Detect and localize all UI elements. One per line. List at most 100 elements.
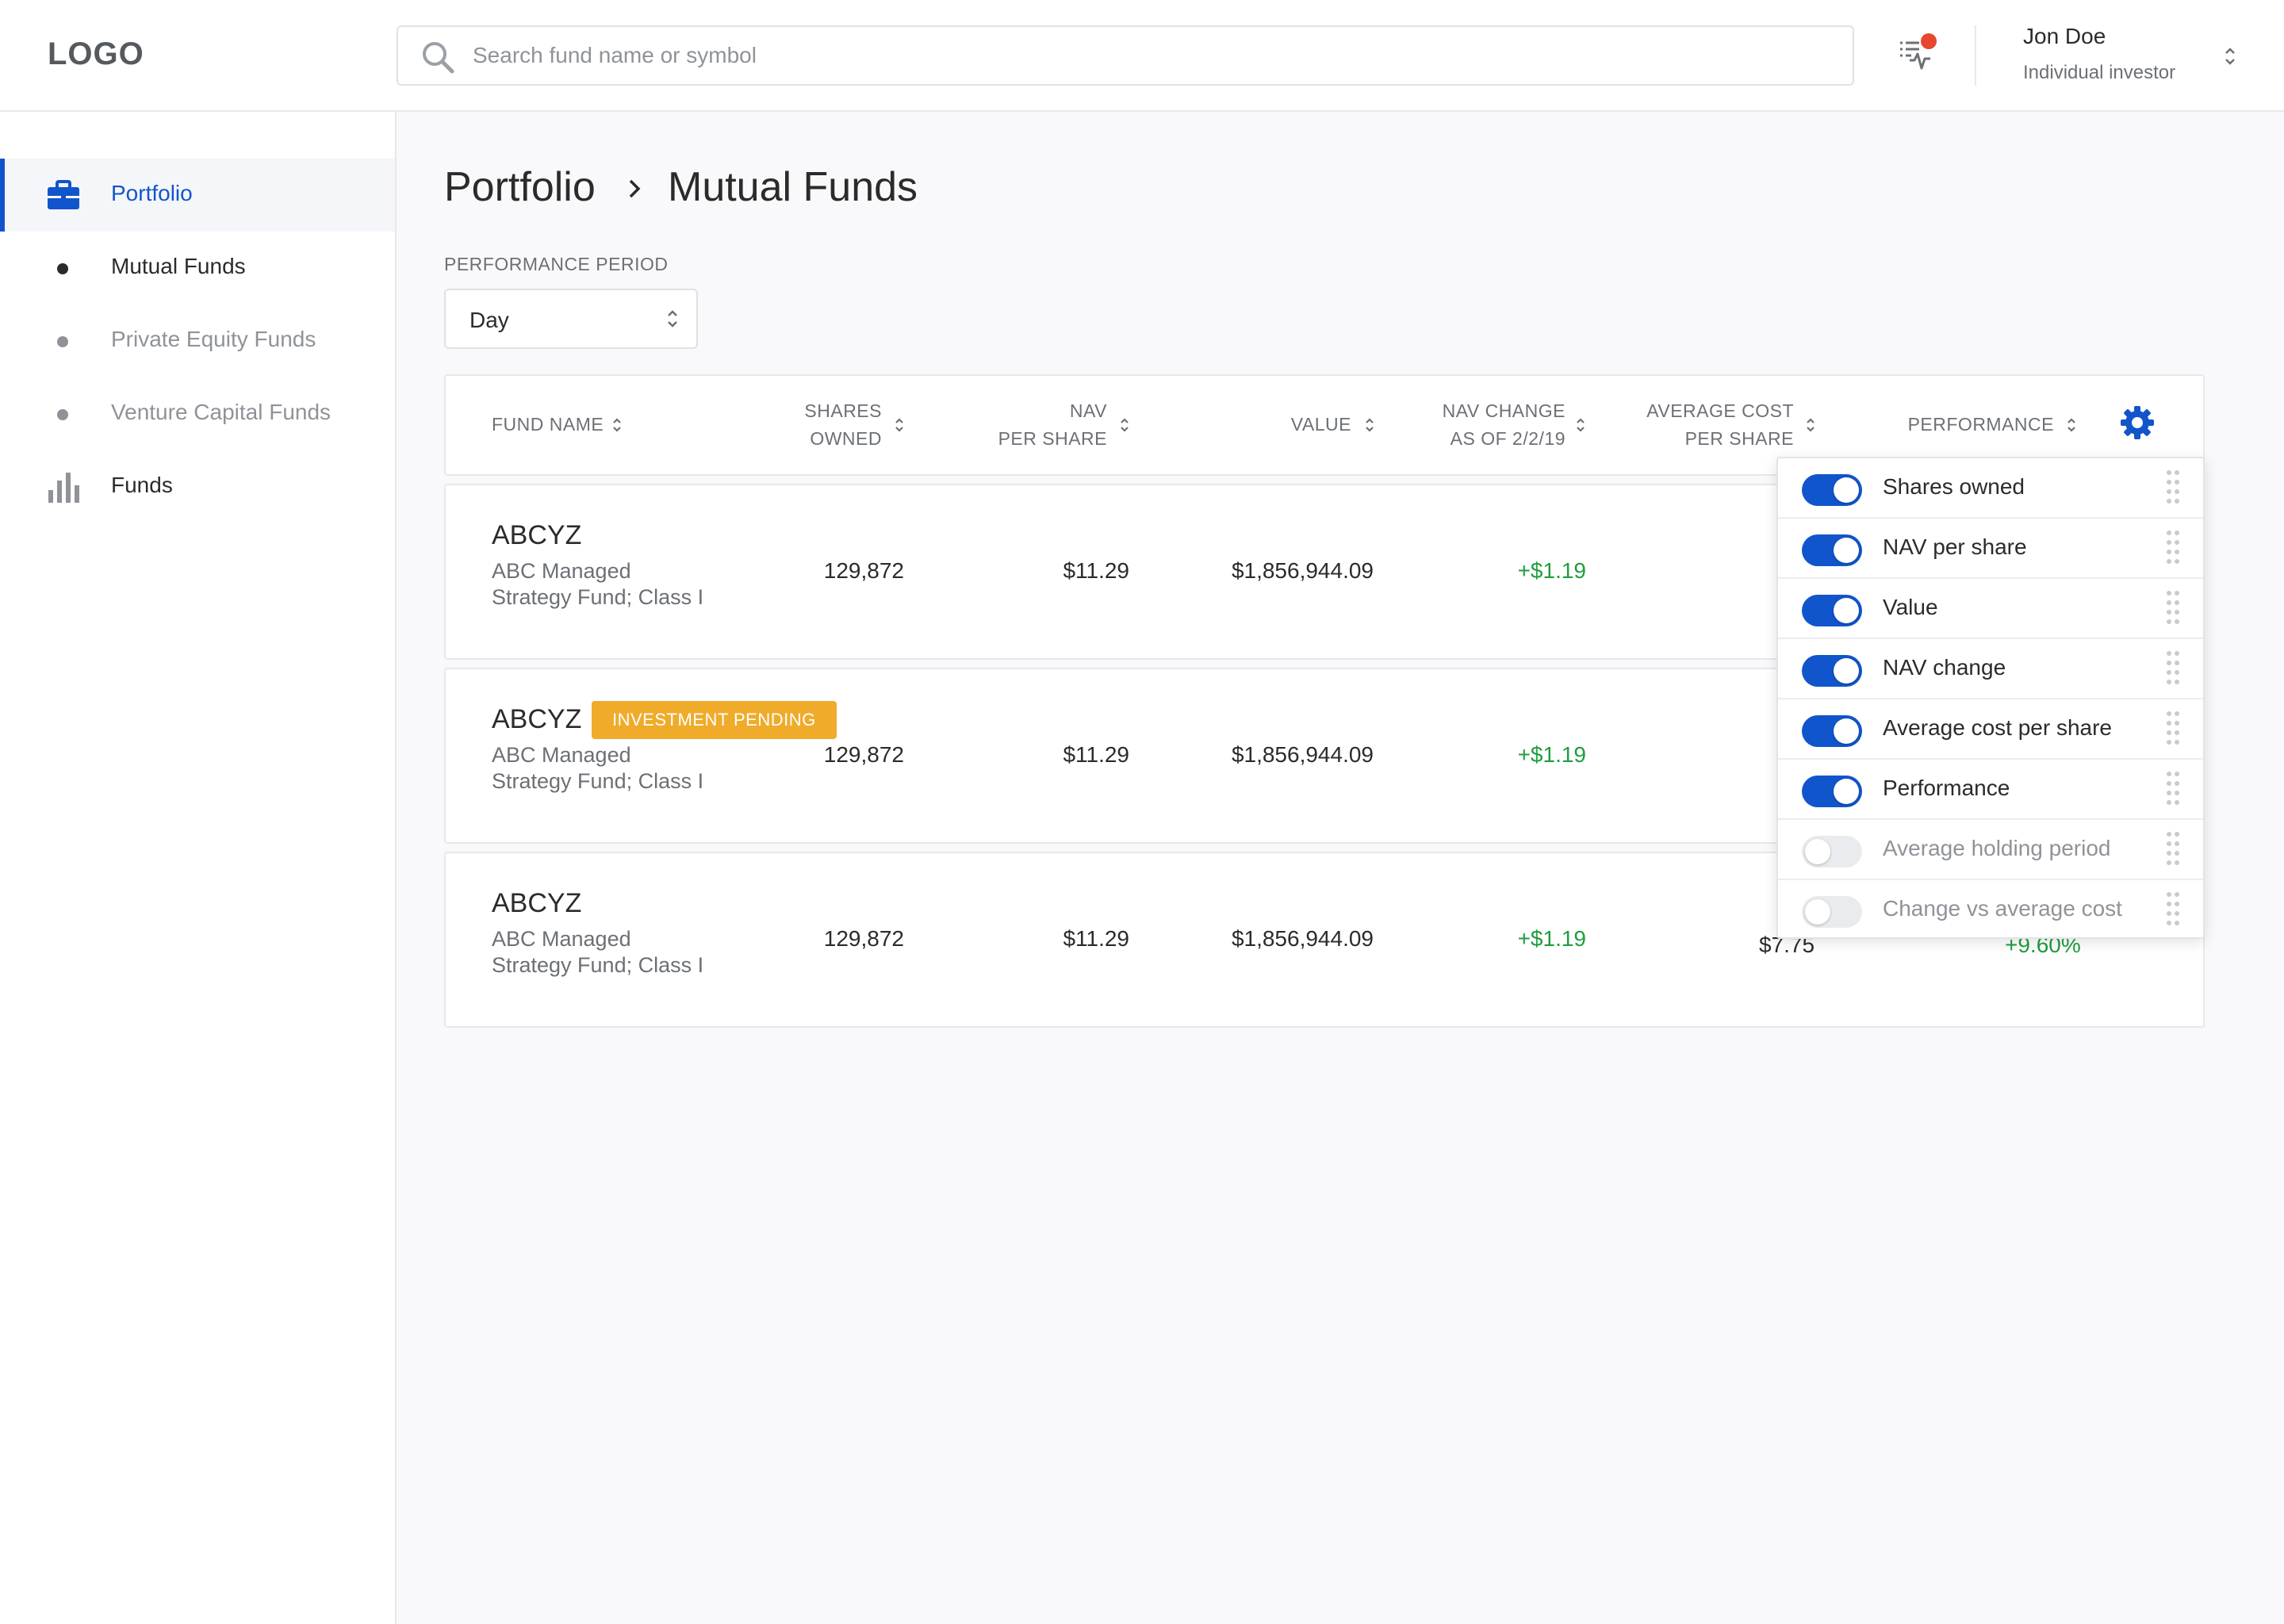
user-menu-chevron-icon[interactable]: [2221, 44, 2240, 68]
column-option-average-cost-per-share[interactable]: Average cost per share: [1778, 699, 2203, 760]
drag-handle-icon[interactable]: [2165, 649, 2181, 690]
column-option-average-holding-period[interactable]: Average holding period: [1778, 820, 2203, 880]
column-option-nav-per-share[interactable]: NAV per share: [1778, 519, 2203, 579]
column-header-nav-line1[interactable]: NAV: [1069, 400, 1107, 421]
column-option-label: Performance: [1883, 776, 2010, 800]
fund-description-line1: ABC Managed: [492, 743, 631, 767]
briefcase-icon: [48, 180, 79, 209]
column-header-value[interactable]: VALUE: [1290, 414, 1351, 435]
nav-change-value: +$1.19: [1517, 742, 1586, 767]
column-option-label: NAV change: [1883, 655, 2006, 680]
status-badge: INVESTMENT PENDING: [592, 701, 837, 739]
sidebar-item-label: Venture Capital Funds: [111, 400, 331, 424]
notification-badge: [1921, 33, 1937, 49]
toggle-switch[interactable]: [1802, 776, 1862, 807]
column-option-value[interactable]: Value: [1778, 579, 2203, 639]
bullet-icon: [57, 336, 68, 347]
sidebar-item-portfolio[interactable]: Portfolio: [0, 159, 395, 232]
sort-icon[interactable]: [1575, 415, 1586, 435]
nav-per-share-value: $11.29: [1063, 558, 1129, 583]
performance-period-select[interactable]: Day: [444, 289, 698, 349]
user-name[interactable]: Jon Doe: [2023, 24, 2106, 48]
drag-handle-icon[interactable]: [2165, 890, 2181, 931]
sidebar-item-private-equity-funds[interactable]: Private Equity Funds: [0, 304, 395, 377]
drag-handle-icon[interactable]: [2165, 468, 2181, 509]
column-option-label: Shares owned: [1883, 474, 2025, 499]
nav-per-share-value: $11.29: [1063, 926, 1129, 951]
sidebar-item-mutual-funds[interactable]: Mutual Funds: [0, 232, 395, 304]
column-option-label: Average cost per share: [1883, 715, 2112, 740]
fund-description-line2: Strategy Fund; Class I: [492, 585, 704, 609]
sidebar-item-venture-capital-funds[interactable]: Venture Capital Funds: [0, 377, 395, 450]
search-input[interactable]: [473, 27, 1821, 84]
activity-notification-icon[interactable]: [1895, 32, 1940, 76]
column-option-shares-owned[interactable]: Shares owned: [1778, 458, 2203, 519]
toggle-switch[interactable]: [1802, 534, 1862, 566]
value-amount: $1,856,944.09: [1231, 926, 1374, 951]
column-option-label: Value: [1883, 595, 1938, 619]
fund-symbol: ABCYZ: [492, 888, 582, 918]
drag-handle-icon[interactable]: [2165, 588, 2181, 630]
toggle-switch[interactable]: [1802, 836, 1862, 868]
sort-icon[interactable]: [894, 415, 905, 435]
breadcrumb-root[interactable]: Portfolio: [444, 164, 596, 210]
value-amount: $1,856,944.09: [1231, 742, 1374, 767]
shares-owned-value: 129,872: [823, 558, 904, 583]
column-header-nav-change-line2[interactable]: AS OF 2/2/19: [1450, 428, 1565, 449]
fund-symbol: ABCYZ: [492, 704, 582, 734]
search-icon: [423, 42, 454, 74]
drag-handle-icon[interactable]: [2165, 769, 2181, 810]
column-option-label: Change vs average cost: [1883, 896, 2122, 921]
column-header-performance[interactable]: PERFORMANCE: [1907, 414, 2054, 435]
nav-change-value: +$1.19: [1517, 558, 1586, 583]
bar-chart-icon: [48, 473, 79, 503]
user-role: Individual investor: [2023, 62, 2176, 83]
column-header-nav-line2[interactable]: PER SHARE: [998, 428, 1107, 449]
toggle-switch[interactable]: [1802, 595, 1862, 626]
shares-owned-value: 129,872: [823, 926, 904, 951]
column-option-change-vs-average-cost[interactable]: Change vs average cost: [1778, 880, 2203, 940]
logo[interactable]: LOGO: [48, 36, 144, 71]
column-settings-popover: Shares owned NAV per share Value NAV cha…: [1776, 457, 2205, 939]
bullet-icon: [57, 409, 68, 420]
nav-change-value: +$1.19: [1517, 926, 1586, 951]
column-header-fund-name[interactable]: FUND NAME: [492, 414, 604, 435]
page-title: Mutual Funds: [668, 164, 918, 210]
nav-per-share-value: $11.29: [1063, 742, 1129, 767]
sidebar-item-label: Funds: [111, 473, 173, 497]
column-header-avg-cost-line2[interactable]: PER SHARE: [1684, 428, 1794, 449]
toggle-switch[interactable]: [1802, 655, 1862, 687]
fund-description-line1: ABC Managed: [492, 559, 631, 583]
drag-handle-icon[interactable]: [2165, 528, 2181, 569]
fund-description-line2: Strategy Fund; Class I: [492, 769, 704, 793]
column-header-shares-owned-line1[interactable]: SHARES: [804, 400, 882, 421]
fund-symbol: ABCYZ: [492, 520, 582, 550]
toggle-switch[interactable]: [1802, 896, 1862, 928]
sidebar-item-label: Portfolio: [111, 181, 193, 205]
sidebar-item-funds[interactable]: Funds: [0, 450, 395, 523]
column-option-nav-change[interactable]: NAV change: [1778, 639, 2203, 699]
gear-icon[interactable]: [2119, 404, 2156, 441]
sort-icon[interactable]: [1364, 415, 1375, 435]
top-header: LOGO Jon Doe Individual investor: [0, 0, 2284, 112]
sort-icon[interactable]: [1119, 415, 1130, 435]
bullet-icon: [57, 263, 68, 274]
sort-icon[interactable]: [1805, 415, 1816, 435]
fund-description-line2: Strategy Fund; Class I: [492, 953, 704, 977]
sidebar-item-label: Mutual Funds: [111, 254, 246, 278]
column-header-shares-owned-line2[interactable]: OWNED: [810, 428, 882, 449]
column-option-label: NAV per share: [1883, 534, 2027, 559]
sort-icon[interactable]: [611, 415, 623, 435]
chevron-right-icon: [629, 179, 641, 198]
column-option-performance[interactable]: Performance: [1778, 760, 2203, 820]
sort-icon[interactable]: [2066, 415, 2077, 435]
search-box[interactable]: [397, 25, 1854, 86]
drag-handle-icon[interactable]: [2165, 709, 2181, 750]
column-header-nav-change-line1[interactable]: NAV CHANGE: [1442, 400, 1565, 421]
value-amount: $1,856,944.09: [1231, 558, 1374, 583]
toggle-switch[interactable]: [1802, 715, 1862, 747]
drag-handle-icon[interactable]: [2165, 829, 2181, 871]
toggle-switch[interactable]: [1802, 474, 1862, 506]
column-header-avg-cost-line1[interactable]: AVERAGE COST: [1646, 400, 1794, 421]
chevron-updown-icon: [668, 310, 677, 327]
